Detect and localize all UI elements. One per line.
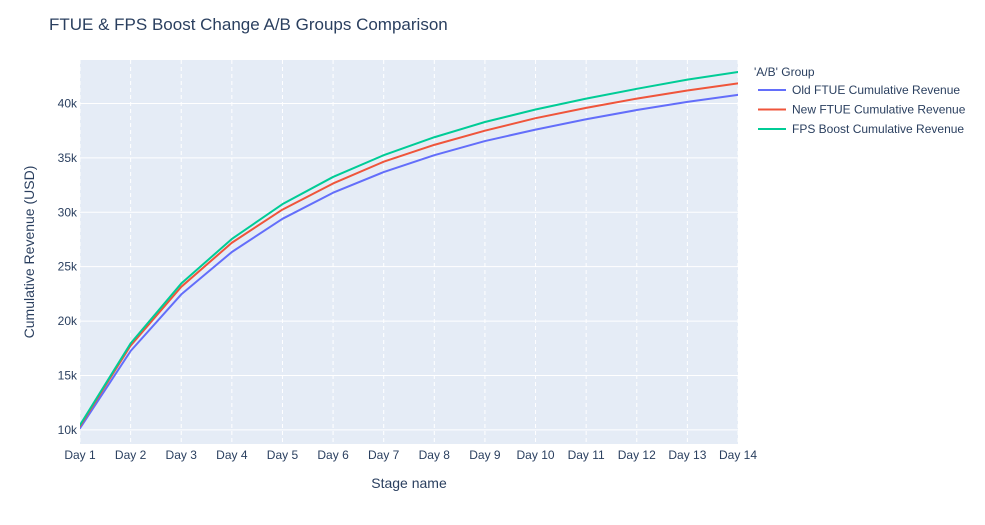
y-tick-label: 25k (58, 260, 78, 274)
chart-title: FTUE & FPS Boost Change A/B Groups Compa… (49, 15, 448, 34)
x-axis-title: Stage name (371, 475, 447, 491)
x-tick-label: Day 11 (568, 448, 605, 462)
y-tick-label: 30k (58, 205, 78, 219)
series-line[interactable] (80, 70, 738, 426)
legend-title: 'A/B' Group (754, 65, 815, 79)
x-tick-label: Day 13 (668, 448, 706, 462)
y-axis-title: Cumulative Revenue (USD) (21, 166, 37, 339)
legend-label: FPS Boost Cumulative Revenue (792, 122, 964, 136)
series-line[interactable] (80, 82, 738, 428)
x-tick-label: Day 3 (166, 448, 198, 462)
series-lines (80, 70, 738, 430)
plot-area (80, 60, 738, 444)
x-tick-label: Day 12 (618, 448, 656, 462)
x-tick-label: Day 14 (719, 448, 757, 462)
y-tick-label: 20k (58, 314, 78, 328)
x-tick-label: Day 5 (267, 448, 299, 462)
y-tick-label: 15k (58, 368, 78, 382)
x-tick-label: Day 8 (419, 448, 451, 462)
gridlines (79, 60, 739, 444)
legend-item[interactable]: Old FTUE Cumulative Revenue (758, 83, 960, 97)
x-tick-label: Day 1 (64, 448, 96, 462)
x-tick-label: Day 7 (368, 448, 400, 462)
x-tick-label: Day 10 (517, 448, 555, 462)
y-tick-label: 40k (58, 97, 78, 111)
series-line[interactable] (80, 93, 738, 430)
x-tick-label: Day 6 (317, 448, 349, 462)
x-axis: Day 1 Day 2 Day 3 Day 4 Day 5 Day 6 Day 7 Day 8… (64, 448, 757, 462)
x-tick-label: Day 4 (216, 448, 248, 462)
legend-item[interactable]: New FTUE Cumulative Revenue (758, 103, 966, 117)
y-axis: 10k 15k 20k 25k 30k 35k 40k (58, 97, 78, 437)
x-tick-label: Day 2 (115, 448, 147, 462)
y-tick-label: 35k (58, 151, 78, 165)
legend-label: Old FTUE Cumulative Revenue (792, 83, 960, 97)
legend[interactable]: 'A/B' Group Old FTUE Cumulative Revenue N… (754, 65, 966, 136)
x-tick-label: Day 9 (469, 448, 501, 462)
legend-label: New FTUE Cumulative Revenue (792, 103, 966, 117)
legend-item[interactable]: FPS Boost Cumulative Revenue (758, 122, 964, 136)
y-tick-label: 10k (58, 423, 78, 437)
